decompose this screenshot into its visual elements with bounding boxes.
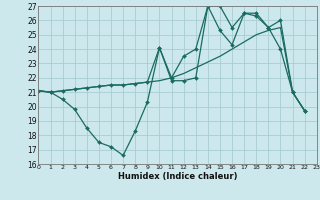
X-axis label: Humidex (Indice chaleur): Humidex (Indice chaleur) — [118, 172, 237, 181]
